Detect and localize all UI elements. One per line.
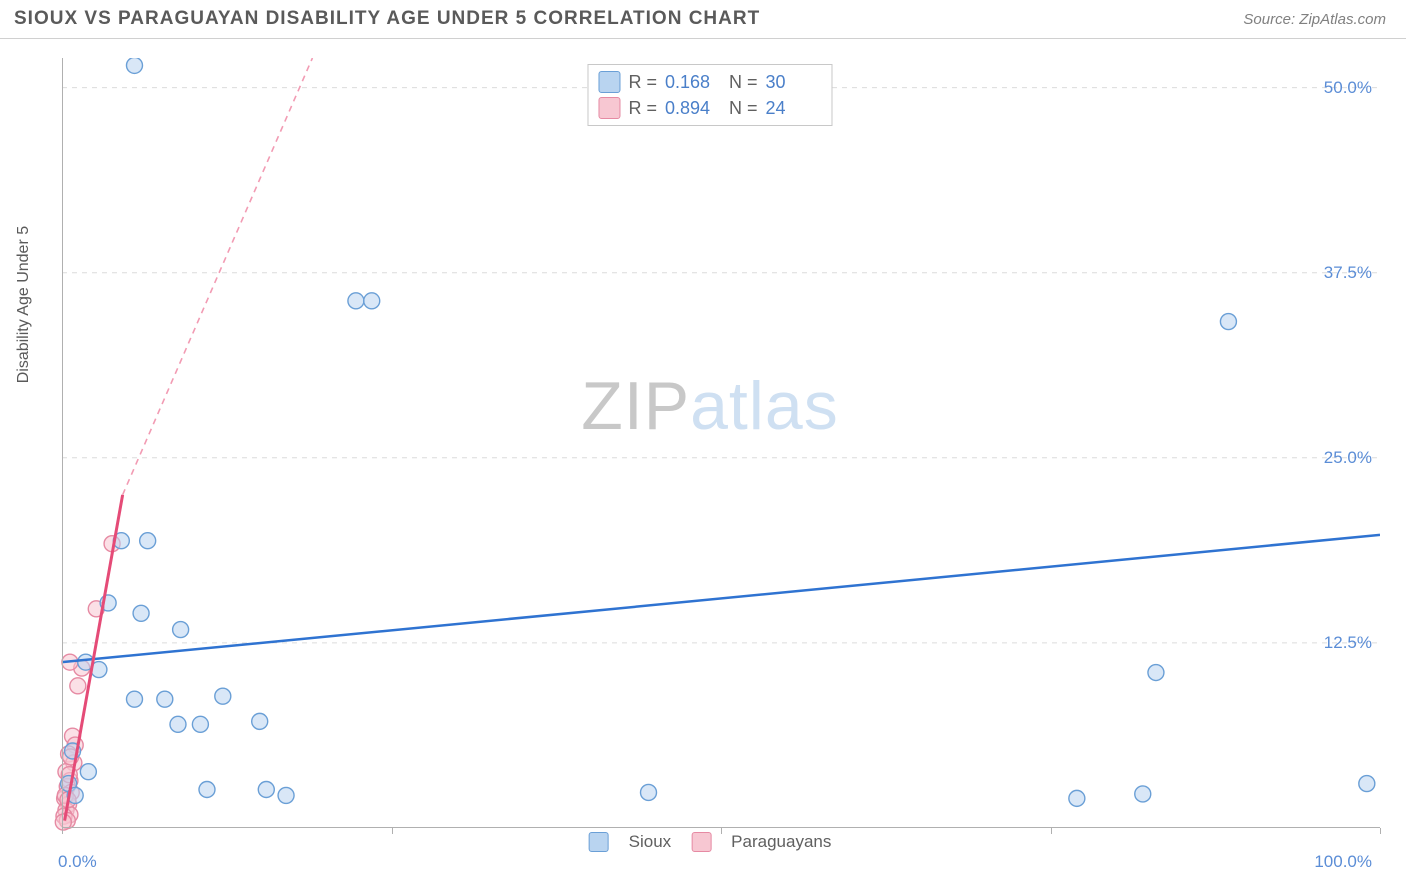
swatch-pink-icon	[598, 97, 620, 119]
n-value-para: 24	[766, 98, 822, 119]
chart-title: SIOUX VS PARAGUAYAN DISABILITY AGE UNDER…	[14, 8, 760, 30]
chart-source: Source: ZipAtlas.com	[1243, 11, 1386, 28]
series-legend: Sioux Paraguayans	[589, 832, 832, 852]
y-tick-label: 12.5%	[1324, 633, 1372, 653]
y-axis-label: Disability Age Under 5	[15, 226, 33, 383]
r-label: R =	[628, 72, 657, 93]
y-tick-label: 37.5%	[1324, 263, 1372, 283]
x-tick-mark	[1051, 828, 1052, 834]
y-tick-label: 50.0%	[1324, 78, 1372, 98]
x-tick-label: 100.0%	[1314, 852, 1372, 872]
correlation-legend: R = 0.168 N = 30 R = 0.894 N = 24	[587, 64, 832, 126]
n-value-sioux: 30	[766, 72, 822, 93]
legend-row-sioux: R = 0.168 N = 30	[598, 69, 821, 95]
swatch-blue-icon	[589, 832, 609, 852]
x-tick-mark	[392, 828, 393, 834]
chart-header: SIOUX VS PARAGUAYAN DISABILITY AGE UNDER…	[0, 0, 1406, 39]
r-label: R =	[628, 98, 657, 119]
source-name: ZipAtlas.com	[1299, 11, 1386, 28]
x-tick-mark	[1380, 828, 1381, 834]
legend-label-paraguayans: Paraguayans	[731, 832, 831, 852]
y-tick-label: 25.0%	[1324, 448, 1372, 468]
n-label: N =	[729, 72, 758, 93]
x-tick-label: 0.0%	[58, 852, 97, 872]
n-label: N =	[729, 98, 758, 119]
scatter-plot	[40, 58, 1380, 848]
swatch-blue-icon	[598, 71, 620, 93]
swatch-pink-icon	[691, 832, 711, 852]
x-tick-mark	[62, 828, 63, 834]
r-value-sioux: 0.168	[665, 72, 721, 93]
source-prefix: Source:	[1243, 11, 1299, 28]
legend-label-sioux: Sioux	[629, 832, 672, 852]
legend-row-paraguayans: R = 0.894 N = 24	[598, 95, 821, 121]
y-axis	[62, 58, 63, 828]
chart-area: Disability Age Under 5 ZIPatlas 12.5%25.…	[40, 58, 1380, 848]
r-value-para: 0.894	[665, 98, 721, 119]
